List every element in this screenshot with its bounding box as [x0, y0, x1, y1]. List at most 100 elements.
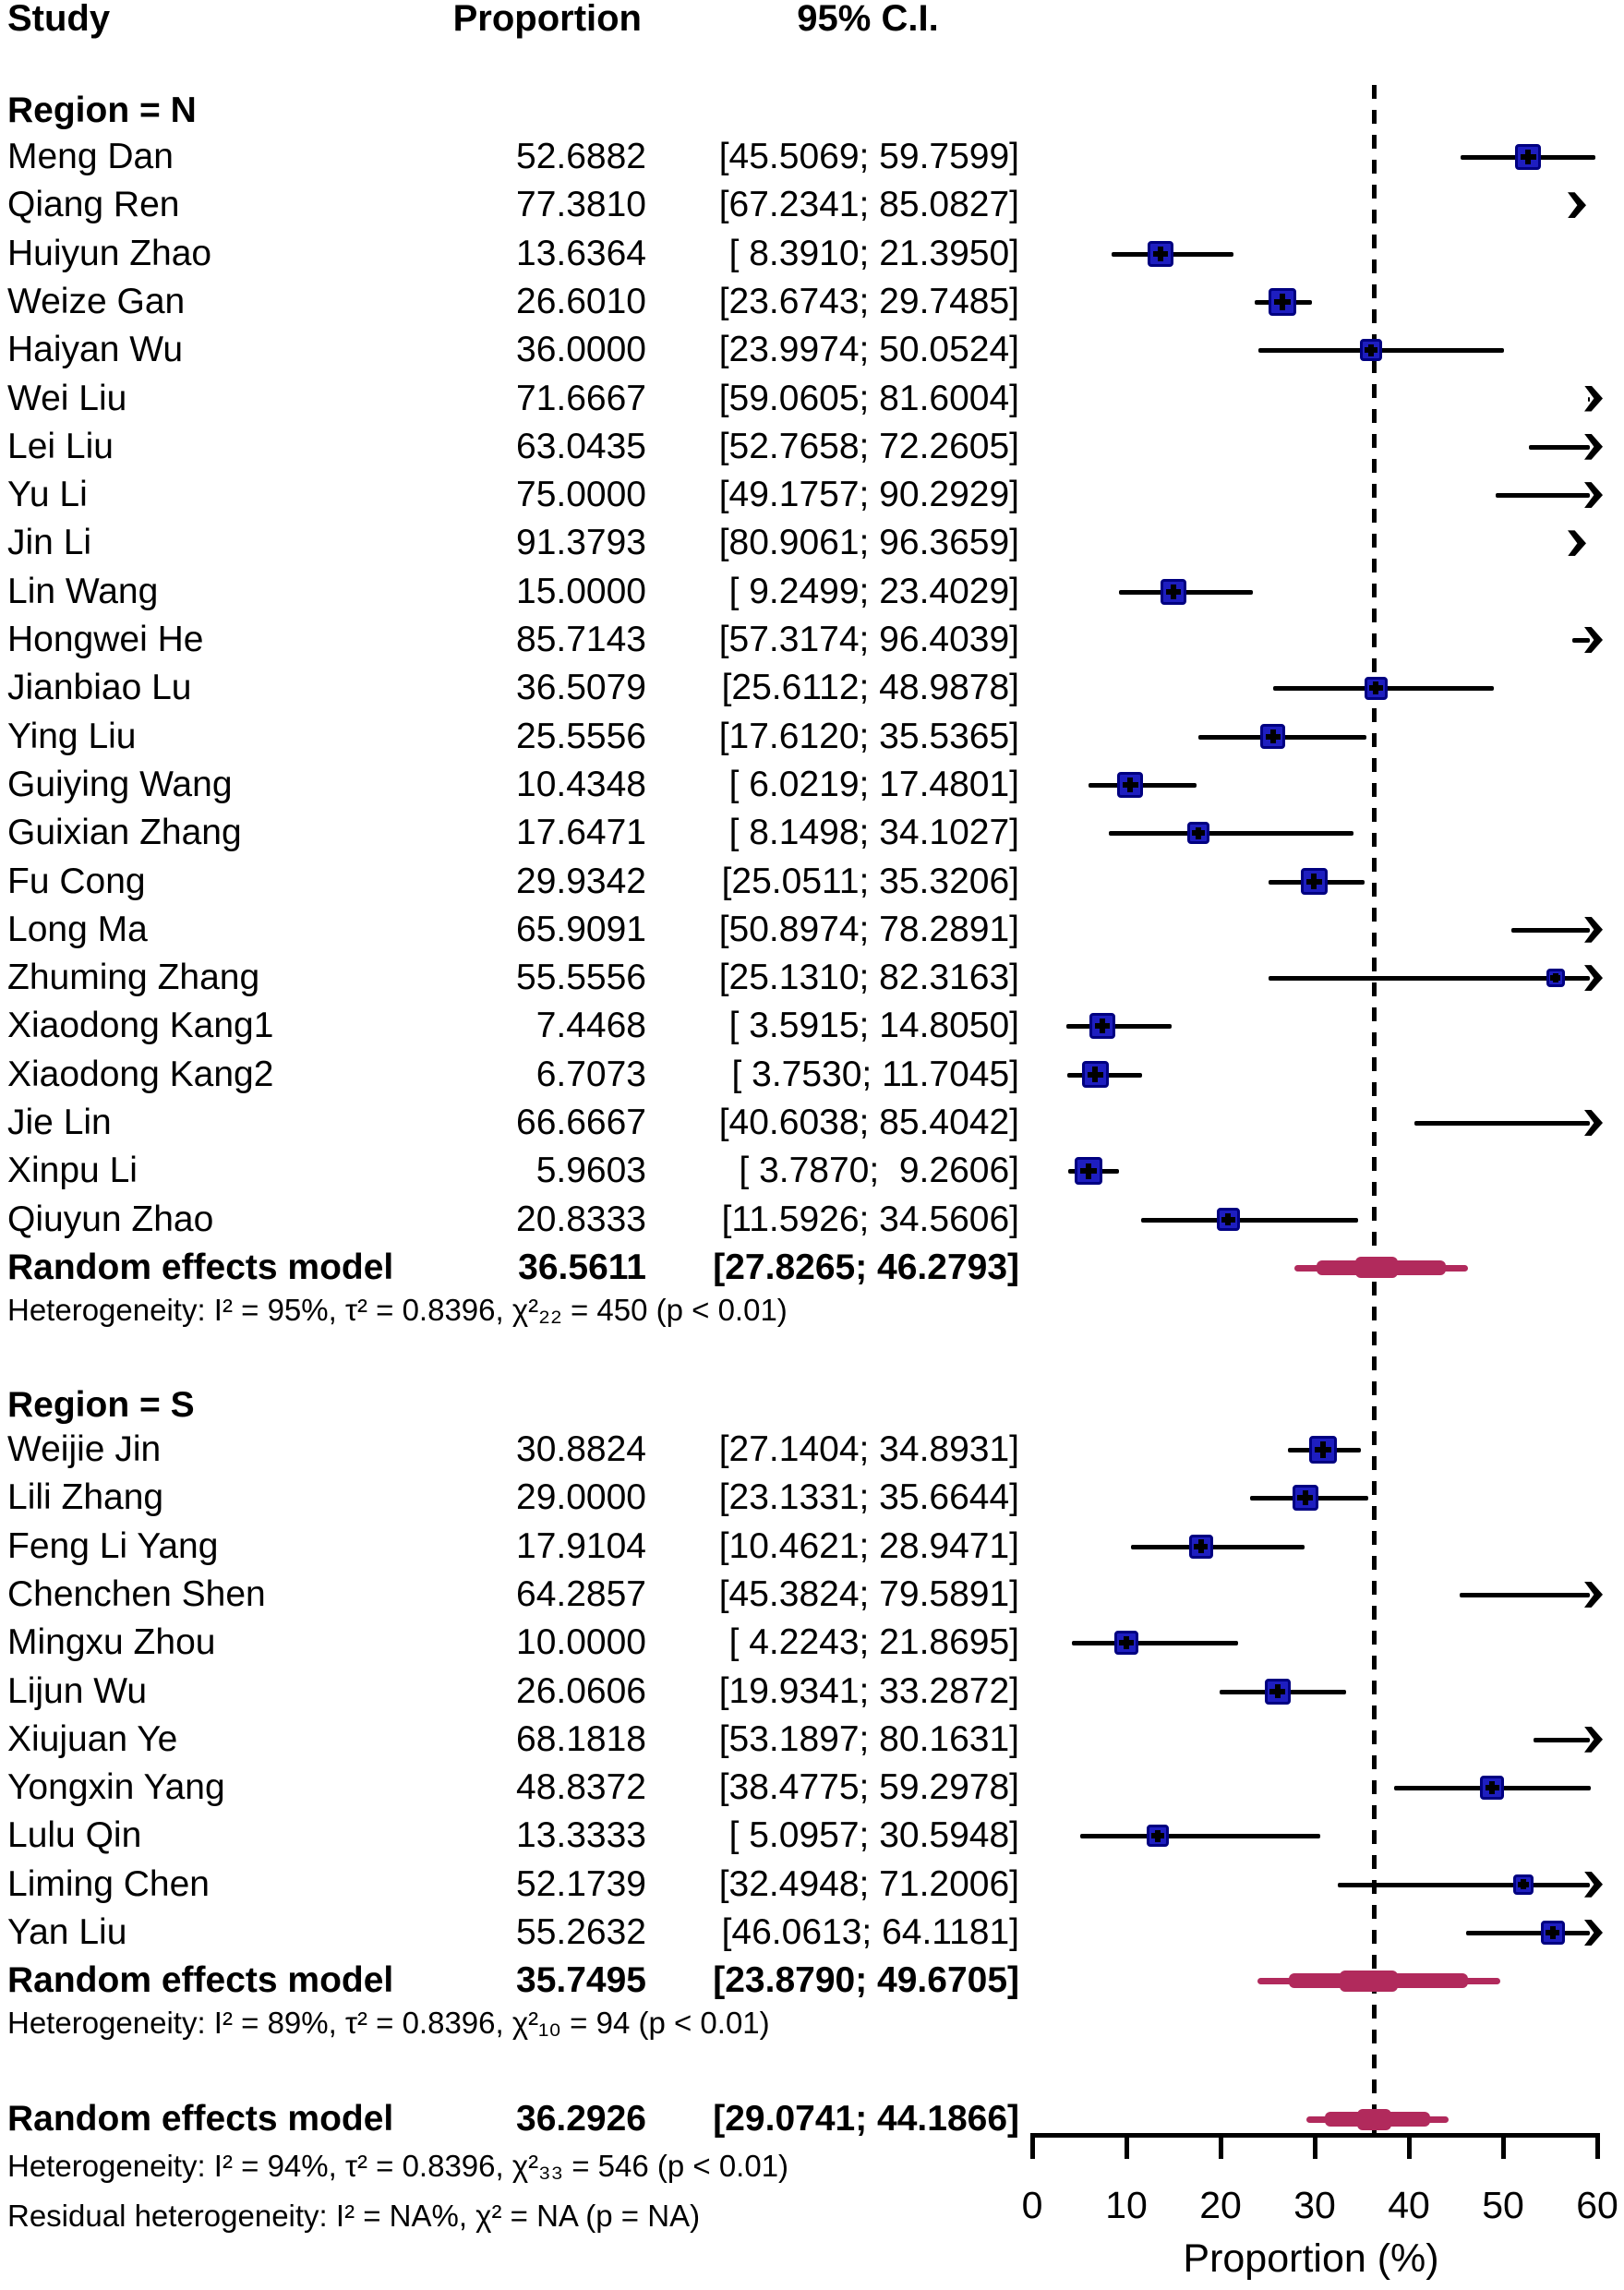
- summary-name: Random effects model: [7, 1247, 394, 1287]
- study-ci-value: [46.0613; 64.1181]: [721, 1912, 1019, 1952]
- ci-line: [1109, 831, 1353, 837]
- study-name: Feng Li Yang: [7, 1525, 219, 1566]
- study-proportion-value: 25.5556: [516, 716, 646, 756]
- x-axis-tick-label: 30: [1293, 2184, 1336, 2226]
- study-proportion-value: 52.6882: [516, 137, 646, 176]
- x-axis-title: Proportion (%): [1183, 2236, 1439, 2281]
- study-proportion-value: 26.0606: [516, 1670, 646, 1711]
- study-ci-value: [32.4948; 71.2006]: [718, 1863, 1019, 1904]
- summary-proportion-value: 35.7495: [516, 1960, 646, 2001]
- study-ci-value: [27.1404; 34.8931]: [718, 1429, 1019, 1469]
- x-axis-tick-label: 10: [1105, 2184, 1148, 2226]
- study-ci-value: [50.8974; 78.2891]: [718, 909, 1019, 949]
- study-name: Jie Lin: [7, 1103, 112, 1142]
- study-ci-value: [52.7658; 72.2605]: [718, 426, 1019, 466]
- study-name: Hongwei He: [7, 620, 204, 659]
- study-name: Yu Li: [7, 475, 88, 515]
- study-proportion-value: 52.1739: [516, 1863, 646, 1904]
- study-proportion-value: 17.6471: [516, 813, 646, 853]
- x-axis-tick-label: 0: [1021, 2184, 1043, 2226]
- ci-line: [1459, 1592, 1590, 1597]
- ci-line: [1130, 1544, 1305, 1549]
- study-name: Haiyan Wu: [7, 330, 184, 370]
- study-ci-value: [23.6743; 29.7485]: [718, 281, 1019, 321]
- study-name: Lulu Qin: [7, 1815, 142, 1856]
- study-ci-value: [25.1310; 82.3163]: [718, 958, 1019, 998]
- ci-line: [1529, 444, 1590, 450]
- study-proportion-value: 77.3810: [516, 185, 646, 225]
- summary-bar-center: [1340, 1970, 1399, 1992]
- study-ci-value: [17.6120; 35.5365]: [718, 716, 1019, 756]
- x-axis-tick: [1501, 2133, 1506, 2159]
- study-proportion-value: 13.6364: [516, 233, 646, 273]
- study-name: Lin Wang: [7, 571, 159, 611]
- study-proportion-value: 71.6667: [516, 378, 646, 418]
- overall-heterogeneity-note: Heterogeneity: I² = 94%, τ² = 0.8396, χ²…: [7, 2149, 789, 2183]
- estimate-square: [1074, 1157, 1102, 1186]
- study-ci-value: [ 6.0219; 17.4801]: [728, 764, 1019, 804]
- study-ci-value: [23.9974; 50.0524]: [718, 330, 1019, 370]
- study-name: Qiang Ren: [7, 185, 180, 225]
- study-name: Lei Liu: [7, 426, 114, 466]
- study-proportion-value: 75.0000: [516, 475, 646, 515]
- study-ci-value: [11.5926; 34.5606]: [721, 1199, 1019, 1239]
- study-proportion-value: 6.7073: [535, 1054, 646, 1094]
- residual-heterogeneity-note: Residual heterogeneity: I² = NA%, χ² = N…: [7, 2199, 701, 2233]
- study-name: Liming Chen: [7, 1863, 210, 1904]
- study-ci-value: [ 8.1498; 34.1027]: [728, 813, 1019, 853]
- overall-summary-ci-value: [29.0741; 44.1866]: [713, 2099, 1019, 2139]
- study-proportion-value: 68.1818: [516, 1718, 646, 1759]
- study-ci-value: [ 3.7870; 9.2606]: [739, 1151, 1019, 1191]
- estimate-square: [1187, 822, 1209, 845]
- estimate-square: [1269, 287, 1297, 316]
- study-proportion-value: 55.2632: [516, 1912, 646, 1952]
- study-ci-value: [59.0605; 81.6004]: [718, 378, 1019, 418]
- estimate-square: [1513, 1874, 1534, 1895]
- x-axis-tick: [1125, 2133, 1129, 2159]
- estimate-square: [1515, 144, 1542, 170]
- study-proportion-value: 64.2857: [516, 1573, 646, 1614]
- study-name: Lijun Wu: [7, 1670, 148, 1711]
- study-proportion-value: 10.4348: [516, 764, 646, 804]
- study-ci-value: [53.1897; 80.1631]: [718, 1718, 1019, 1759]
- study-name: Weijie Jin: [7, 1429, 162, 1469]
- study-name: Fu Cong: [7, 861, 146, 901]
- study-ci-value: [ 3.5915; 14.8050]: [728, 1006, 1019, 1046]
- heterogeneity-note: Heterogeneity: I² = 95%, τ² = 0.8396, χ²…: [7, 1292, 788, 1327]
- arrow-right-icon: [1584, 385, 1603, 412]
- study-proportion-value: 29.9342: [516, 861, 646, 901]
- study-proportion-value: 91.3793: [516, 523, 646, 563]
- study-ci-value: [23.1331; 35.6644]: [718, 1477, 1019, 1518]
- study-name: Jianbiao Lu: [7, 668, 192, 708]
- ci-line: [1072, 1641, 1239, 1646]
- study-name: Weize Gan: [7, 281, 186, 321]
- study-name: Mingxu Zhou: [7, 1622, 216, 1663]
- study-name: Xinpu Li: [7, 1151, 138, 1191]
- study-proportion-value: 36.0000: [516, 330, 646, 370]
- study-name: Wei Liu: [7, 378, 127, 418]
- study-name: Guiying Wang: [7, 764, 233, 804]
- estimate-square: [1081, 1061, 1109, 1089]
- study-ci-value: [ 3.7530; 11.7045]: [731, 1054, 1019, 1094]
- study-name: Chenchen Shen: [7, 1573, 266, 1614]
- x-axis-tick: [1030, 2133, 1035, 2159]
- x-axis-tick: [1219, 2133, 1223, 2159]
- summary-bar-center: [1355, 1257, 1398, 1279]
- overall-summary-name: Random effects model: [7, 2099, 394, 2139]
- study-proportion-value: 30.8824: [516, 1429, 646, 1469]
- ci-line: [1079, 1834, 1321, 1839]
- estimate-square: [1260, 724, 1286, 750]
- study-proportion-value: 66.6667: [516, 1103, 646, 1142]
- study-ci-value: [45.5069; 59.7599]: [718, 137, 1019, 176]
- study-proportion-value: 63.0435: [516, 426, 646, 466]
- study-ci-value: [80.9061; 96.3659]: [718, 523, 1019, 563]
- column-header-ci: 95% C.I.: [797, 0, 939, 39]
- study-ci-value: [57.3174; 96.4039]: [718, 620, 1019, 659]
- study-ci-value: [ 5.0957; 30.5948]: [728, 1815, 1019, 1856]
- estimate-square: [1300, 868, 1328, 895]
- study-proportion-value: 55.5556: [516, 958, 646, 998]
- study-name: Zhuming Zhang: [7, 958, 260, 998]
- estimate-square: [1148, 240, 1174, 267]
- study-name: Lili Zhang: [7, 1477, 164, 1518]
